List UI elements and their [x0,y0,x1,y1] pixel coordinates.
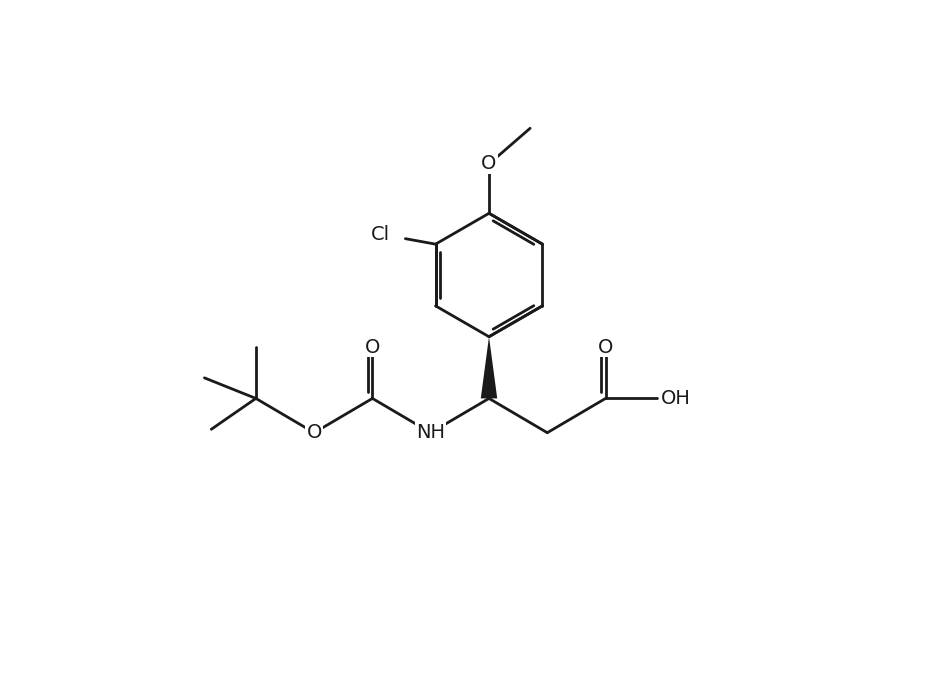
Text: NH: NH [417,423,445,442]
Text: O: O [598,337,613,357]
Text: Cl: Cl [370,225,390,244]
Polygon shape [481,337,498,398]
Text: O: O [307,423,322,442]
Text: O: O [482,155,497,174]
Text: O: O [365,337,380,357]
Text: OH: OH [660,389,690,408]
